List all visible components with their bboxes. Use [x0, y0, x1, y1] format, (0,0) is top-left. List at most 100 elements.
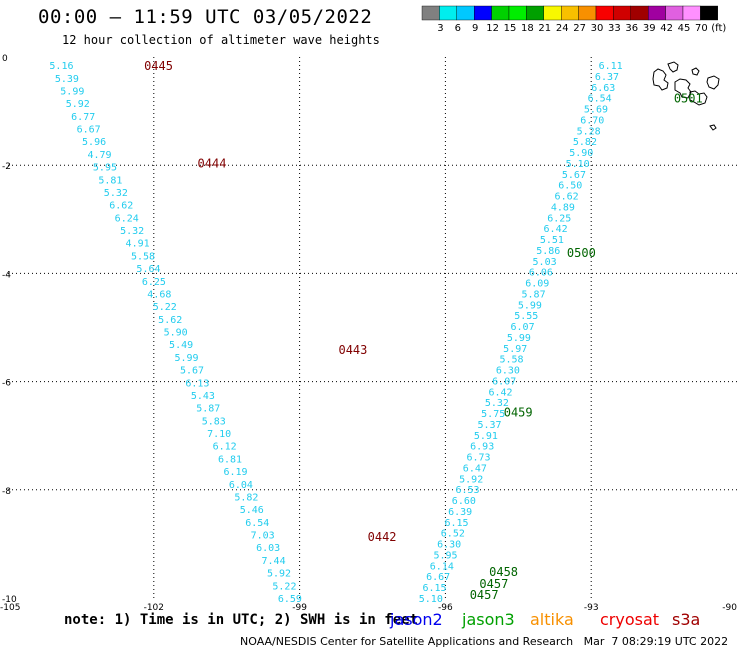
colorbar-label: 27	[573, 23, 586, 34]
time-label: 0457	[479, 577, 508, 591]
island-outline	[709, 124, 717, 131]
data-point-label: 6.52	[441, 529, 465, 540]
data-point-label: 5.95	[433, 550, 457, 561]
x-tick-label: -105	[0, 603, 20, 613]
colorbar-label: (ft)	[711, 23, 726, 34]
colorbar-label: 30	[591, 23, 604, 34]
time-label: 0443	[338, 343, 367, 357]
data-point-label: 5.90	[164, 328, 188, 339]
data-point-label: 6.54	[245, 518, 269, 529]
data-point-label: 5.43	[191, 391, 215, 402]
color-legend: 3 6 9 12 15 18 21 24 27 30 33 36 39 42 45 70 (ft)	[421, 5, 726, 34]
data-point-label: 5.67	[180, 366, 204, 377]
colorbar-label: 42	[660, 23, 673, 34]
island-outline	[667, 61, 679, 73]
data-point-label: 6.15	[422, 583, 446, 594]
data-point-label: 6.37	[595, 72, 619, 83]
data-point-label: 6.30	[437, 540, 461, 551]
colorbar-label: 70	[695, 23, 708, 34]
colorbar-label: 18	[521, 23, 534, 34]
colorbar-label: 21	[538, 23, 551, 34]
data-point-label: 5.64	[136, 264, 160, 275]
data-point-label: 5.46	[240, 505, 264, 516]
data-point-label: 5.82	[234, 492, 258, 503]
data-point-label: 6.47	[463, 463, 487, 474]
y-tick-label: -4	[2, 270, 11, 280]
data-point-label: 6.07	[511, 322, 535, 333]
data-point-label: 6.67	[426, 572, 450, 583]
data-point-label: 6.53	[455, 485, 479, 496]
data-point-label: 6.59	[278, 594, 302, 605]
data-point-label: 6.13	[185, 378, 209, 389]
data-point-label: 5.99	[175, 353, 199, 364]
island-outline	[706, 75, 720, 90]
data-point-label: 6.11	[599, 61, 623, 72]
data-point-label: 6.63	[591, 83, 615, 94]
data-point-label: 5.83	[202, 416, 226, 427]
y-tick-label: -2	[2, 162, 11, 172]
data-point-label: 5.32	[120, 226, 144, 237]
data-point-label: 4.68	[147, 289, 171, 300]
note-text: note: 1) Time is in UTC; 2) SWH is in fe…	[64, 612, 419, 628]
colorbar-label: 24	[556, 23, 569, 34]
data-point-label: 6.39	[448, 507, 472, 518]
data-point-label: 6.60	[452, 496, 476, 507]
time-label: 0445	[144, 59, 173, 73]
data-point-label: 5.37	[477, 420, 501, 431]
y-tick-label: -6	[2, 379, 11, 389]
data-point-label: 6.67	[77, 125, 101, 136]
data-point-label: 5.75	[481, 409, 505, 420]
footer-credit: NOAA/NESDIS Center for Satellite Applica…	[240, 635, 729, 648]
data-point-label: 5.99	[60, 86, 84, 97]
data-point-label: 6.30	[496, 366, 520, 377]
data-point-label: 6.42	[488, 387, 512, 398]
data-point-label: 5.16	[49, 61, 73, 72]
legend-jason3: jason3	[462, 610, 515, 629]
time-label: 0458	[489, 565, 518, 579]
data-point-label: 6.62	[555, 192, 579, 203]
data-point-label: 6.06	[529, 268, 553, 279]
colorbar-label: 39	[643, 23, 656, 34]
data-point-label: 5.96	[82, 137, 106, 148]
data-point-label: 5.92	[459, 474, 483, 485]
data-point-label: 5.82	[573, 137, 597, 148]
data-point-label: 5.39	[55, 74, 79, 85]
data-point-label: 6.24	[115, 213, 139, 224]
data-point-label: 5.10	[419, 594, 443, 605]
page-subtitle: 12 hour collection of altimeter wave hei…	[62, 33, 380, 47]
legend-altika: altika	[530, 610, 574, 629]
data-point-label: 5.92	[66, 99, 90, 110]
data-point-label: 5.95	[93, 163, 117, 174]
data-point-label: 5.58	[500, 355, 524, 366]
data-point-label: 6.50	[558, 181, 582, 192]
data-point-label: 6.62	[109, 201, 133, 212]
data-point-label: 5.32	[104, 188, 128, 199]
data-point-label: 6.09	[525, 279, 549, 290]
data-point-label: 6.15	[444, 518, 468, 529]
page-title: 00:00 – 11:59 UTC 03/05/2022	[38, 6, 373, 28]
data-point-label: 7.44	[262, 556, 286, 567]
legend-s3a: s3a	[672, 610, 701, 629]
data-point-label: 5.22	[153, 302, 177, 313]
data-point-label: 6.12	[213, 442, 237, 453]
colorbar-swatch	[700, 5, 719, 21]
island-outline	[691, 67, 700, 76]
data-point-label: 5.81	[98, 175, 122, 186]
data-point-label: 7.10	[207, 429, 231, 440]
legend-cryosat: cryosat	[600, 610, 660, 629]
data-point-label: 6.14	[430, 561, 454, 572]
data-point-label: 5.92	[267, 569, 291, 580]
y-tick-label: -8	[2, 487, 11, 497]
data-point-label: 5.86	[536, 246, 560, 257]
data-point-label: 4.79	[87, 150, 111, 161]
data-point-label: 5.97	[503, 344, 527, 355]
colorbar-label: 36	[625, 23, 638, 34]
data-point-label: 5.49	[169, 340, 193, 351]
data-point-label: 5.87	[522, 289, 546, 300]
data-point-label: 5.32	[485, 398, 509, 409]
time-label: 0442	[368, 530, 397, 544]
data-point-label: 5.87	[196, 404, 220, 415]
legend-jason2: jason2	[390, 610, 443, 629]
colorbar-label: 45	[678, 23, 691, 34]
